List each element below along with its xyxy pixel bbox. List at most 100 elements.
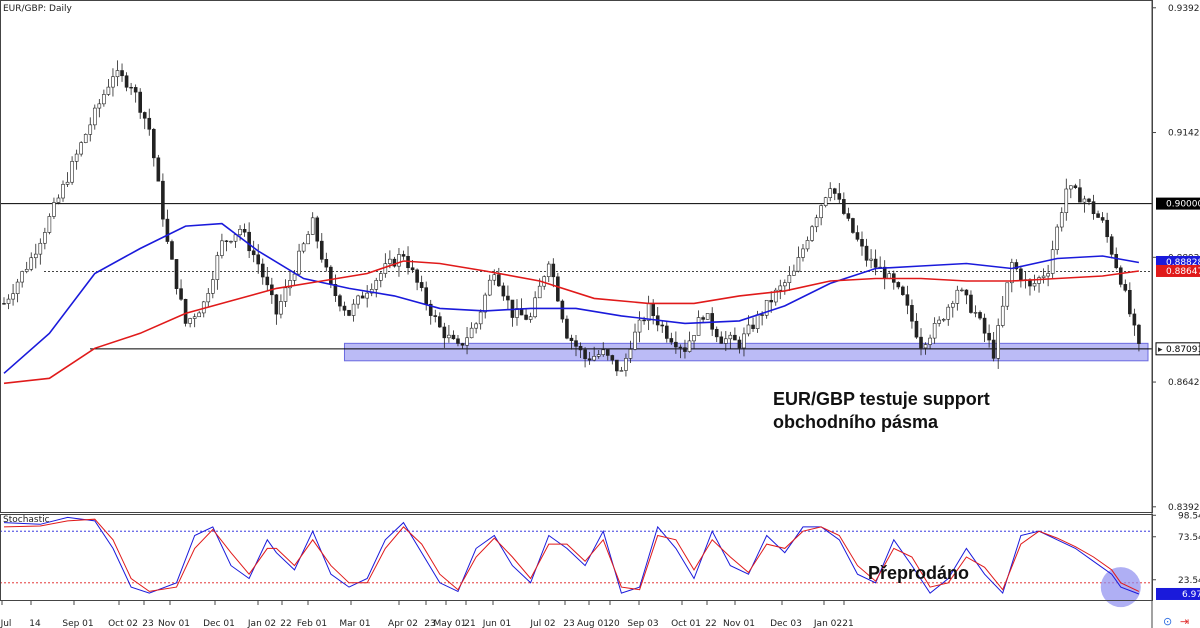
candle	[565, 315, 569, 340]
candle-body	[737, 339, 742, 349]
candle	[324, 252, 329, 272]
candle-body	[324, 259, 329, 268]
candle	[1069, 185, 1073, 199]
candle-body	[74, 153, 79, 162]
candle-body	[283, 287, 288, 302]
candle-body	[24, 268, 29, 272]
candle	[819, 204, 823, 226]
candle	[170, 239, 174, 260]
candle-body	[1000, 305, 1005, 326]
candle	[29, 252, 34, 272]
candle-body	[315, 217, 320, 242]
stochastic-y-tick-label: 98.54	[1178, 511, 1200, 521]
candles	[2, 60, 1141, 377]
candle-body	[755, 314, 760, 329]
candle-body	[728, 334, 733, 340]
candle-body	[438, 316, 442, 328]
candle	[2, 297, 6, 305]
candle-body	[583, 349, 587, 360]
candle-body	[297, 250, 301, 275]
candle	[469, 322, 474, 339]
candle	[102, 89, 106, 107]
candle	[442, 322, 447, 348]
candle-body	[329, 266, 333, 285]
candle-body	[651, 303, 655, 317]
price-tag	[1156, 197, 1200, 210]
candle-body	[1073, 185, 1078, 189]
candle-body	[674, 341, 678, 348]
candle	[474, 322, 478, 334]
candle-body	[419, 282, 424, 288]
candle-body	[56, 197, 61, 203]
candle	[220, 233, 224, 259]
candle	[501, 282, 506, 301]
candle-body	[837, 193, 842, 200]
candle	[283, 279, 288, 307]
candle-body	[247, 231, 251, 252]
candle	[61, 180, 65, 202]
candle-body	[1037, 277, 1041, 284]
candle	[601, 342, 606, 357]
candle-body	[1019, 268, 1023, 281]
candle-body	[188, 318, 192, 324]
candle-body	[683, 347, 687, 352]
candle-body	[932, 323, 937, 339]
candle	[451, 330, 456, 340]
candle	[669, 332, 674, 345]
candle	[383, 253, 388, 278]
candle-body	[1064, 188, 1069, 213]
candle-body	[288, 280, 292, 289]
candle	[1014, 259, 1019, 271]
candle	[165, 209, 170, 245]
candle-body	[170, 241, 174, 260]
candle	[315, 215, 320, 249]
candle	[619, 366, 624, 372]
candle-body	[265, 276, 270, 286]
candle	[610, 354, 615, 365]
candle-body	[746, 324, 751, 335]
candle	[932, 317, 937, 344]
candle-body	[460, 343, 465, 346]
candle-body	[52, 202, 56, 217]
candle-body	[633, 331, 637, 350]
candle	[197, 311, 202, 318]
candle-body	[1041, 275, 1046, 278]
candle	[415, 268, 419, 291]
candle-body	[1014, 262, 1019, 270]
candle	[615, 359, 619, 376]
candle	[692, 335, 696, 350]
candle	[737, 336, 742, 354]
candle	[633, 323, 637, 351]
candle	[1100, 212, 1105, 223]
candle-body	[1010, 262, 1014, 284]
candle	[192, 313, 197, 328]
candle	[129, 82, 133, 95]
candle-body	[660, 324, 665, 327]
candle	[805, 236, 810, 252]
candle-body	[70, 161, 74, 183]
candle-body	[937, 319, 941, 324]
candle-body	[1032, 283, 1037, 287]
candle	[982, 313, 987, 343]
candle	[1105, 212, 1109, 243]
candle	[70, 156, 74, 185]
candle-body	[546, 263, 551, 277]
candle-body	[115, 70, 120, 78]
candle	[1073, 183, 1078, 190]
candle-body	[969, 294, 973, 313]
candle	[1109, 234, 1114, 259]
candle-body	[487, 279, 492, 296]
x-tick-label: 22	[705, 619, 716, 628]
candle	[33, 243, 38, 269]
candle	[319, 233, 324, 263]
candle	[497, 267, 501, 287]
candle	[773, 287, 778, 306]
candle	[905, 285, 910, 315]
candle-body	[642, 319, 646, 322]
candle	[796, 246, 801, 273]
candle	[369, 283, 374, 297]
candle-body	[769, 299, 774, 303]
candle-body	[192, 316, 197, 319]
candle-body	[43, 232, 47, 244]
candle	[596, 349, 601, 359]
